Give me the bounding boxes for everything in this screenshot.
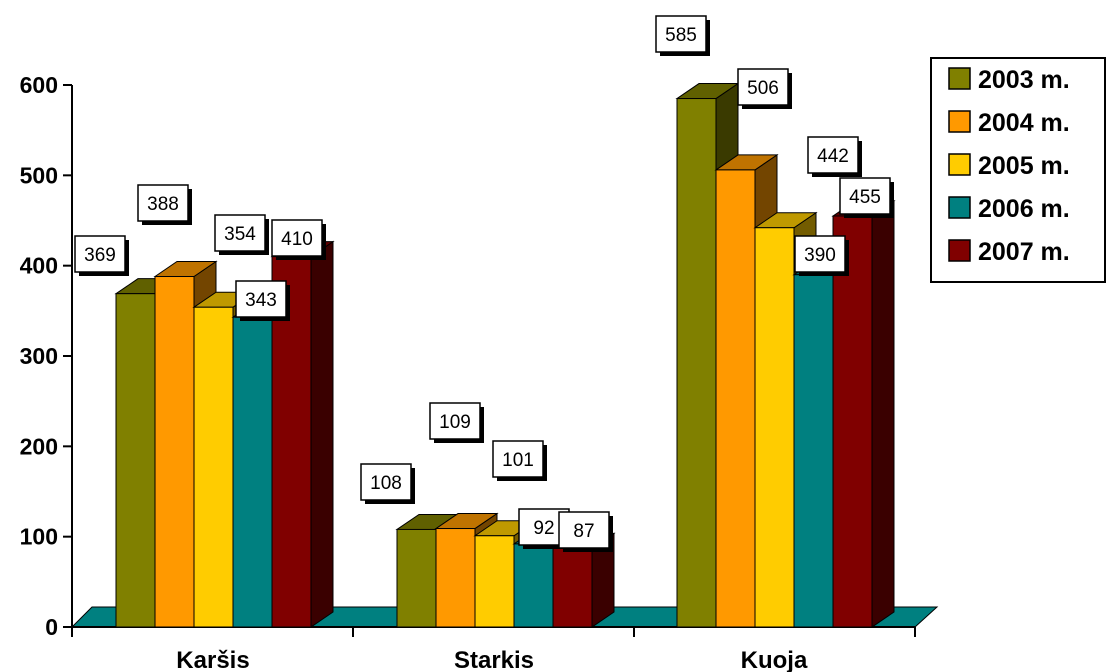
data-label-value: 455 <box>849 187 881 208</box>
data-label-value: 108 <box>370 473 402 494</box>
data-label-box <box>74 235 126 273</box>
data-label-value: 343 <box>245 290 277 311</box>
data-label: 87 <box>558 511 613 552</box>
bar-side-face <box>310 240 334 628</box>
data-label-box <box>235 280 287 318</box>
data-label: 410 <box>271 219 326 260</box>
bar-side-face <box>871 200 895 628</box>
legend-swatch <box>948 153 971 176</box>
data-label: 506 <box>737 68 792 109</box>
data-label: 388 <box>137 184 192 225</box>
data-label-value: 92 <box>533 518 554 539</box>
bar-front-face <box>435 528 476 628</box>
data-label-value: 109 <box>439 412 471 433</box>
bar-front-face <box>396 528 437 628</box>
bar-front-face <box>715 169 756 628</box>
data-label-value: 354 <box>224 224 256 245</box>
x-category-label: Starkis <box>454 647 534 672</box>
x-category-label: Karšis <box>176 647 249 672</box>
data-label: 369 <box>74 235 129 276</box>
data-label: 101 <box>492 440 547 481</box>
legend-label: 2007 m. <box>978 238 1070 266</box>
data-label-value: 506 <box>747 78 779 99</box>
bar-front-face <box>754 227 795 628</box>
data-label: 109 <box>429 402 484 443</box>
y-tick-label: 0 <box>45 614 58 640</box>
legend-swatch <box>948 196 971 219</box>
bar-front-face <box>552 547 593 628</box>
y-tick-label: 200 <box>20 433 58 459</box>
legend-label: 2004 m. <box>978 109 1070 137</box>
data-label-value: 87 <box>573 521 594 542</box>
legend-entry: 2006 m. <box>948 195 1070 223</box>
y-tick-label: 100 <box>20 524 58 550</box>
data-label: 354 <box>214 214 269 255</box>
data-label-box <box>492 440 544 478</box>
legend-entry: 2005 m. <box>948 152 1070 180</box>
data-label: 343 <box>235 280 290 321</box>
bar-front-face <box>832 215 873 628</box>
bar-front-face <box>474 535 515 628</box>
data-label-value: 390 <box>804 245 836 266</box>
bar-front-face <box>193 306 234 628</box>
bar-series <box>114 82 896 628</box>
data-label-box <box>558 511 610 549</box>
legend-swatch <box>948 110 971 133</box>
data-label-box <box>655 15 707 53</box>
y-tick-label: 300 <box>20 343 58 369</box>
bar-front-face <box>154 276 195 628</box>
legend-swatch <box>948 67 971 90</box>
x-category-label: Kuoja <box>741 647 808 672</box>
data-label: 585 <box>655 15 710 56</box>
y-tick-label: 500 <box>20 162 58 188</box>
bar-front-face <box>232 316 273 628</box>
data-label-value: 388 <box>147 194 179 215</box>
data-label-value: 101 <box>502 450 534 471</box>
data-labels: 369 388 354 343 410 108 109 101 92 87 585 506 442 390… <box>74 15 894 552</box>
x-axis-ticks: Karšis Starkis Kuoja <box>71 627 916 672</box>
legend-entry: 2007 m. <box>948 238 1070 266</box>
y-tick-label: 600 <box>20 72 58 98</box>
legend-entry: 2004 m. <box>948 109 1070 137</box>
legend-label: 2003 m. <box>978 66 1070 94</box>
data-label: 455 <box>839 177 894 218</box>
data-label: 390 <box>794 235 849 276</box>
data-label: 442 <box>807 136 862 177</box>
y-tick-label: 400 <box>20 253 58 279</box>
legend-swatch <box>948 239 971 262</box>
data-label-value: 585 <box>665 25 697 46</box>
legend-label: 2006 m. <box>978 195 1070 223</box>
bar-front-face <box>513 543 554 628</box>
data-label-box <box>737 68 789 106</box>
legend-label: 2005 m. <box>978 152 1070 180</box>
data-label-box <box>137 184 189 222</box>
data-label: 108 <box>360 463 415 504</box>
data-label-box <box>839 177 891 215</box>
data-label-box <box>214 214 266 252</box>
bar-front-face <box>793 274 834 628</box>
y-axis-ticks: 0 100 200 300 400 500 600 <box>20 72 72 640</box>
data-label-box <box>429 402 481 440</box>
data-label-value: 410 <box>281 229 313 250</box>
bar-front-face <box>676 98 717 628</box>
data-label-box <box>360 463 412 501</box>
data-label-value: 369 <box>84 245 116 266</box>
data-label-value: 442 <box>817 146 849 167</box>
legend: 2003 m. 2004 m. 2005 m. 2006 m. 2007 m. <box>930 57 1106 283</box>
bar <box>551 532 616 628</box>
data-label-box <box>271 219 323 257</box>
data-label-box <box>794 235 846 273</box>
data-label-box <box>807 136 859 174</box>
legend-entry: 2003 m. <box>948 66 1070 94</box>
bar-front-face <box>115 293 156 628</box>
